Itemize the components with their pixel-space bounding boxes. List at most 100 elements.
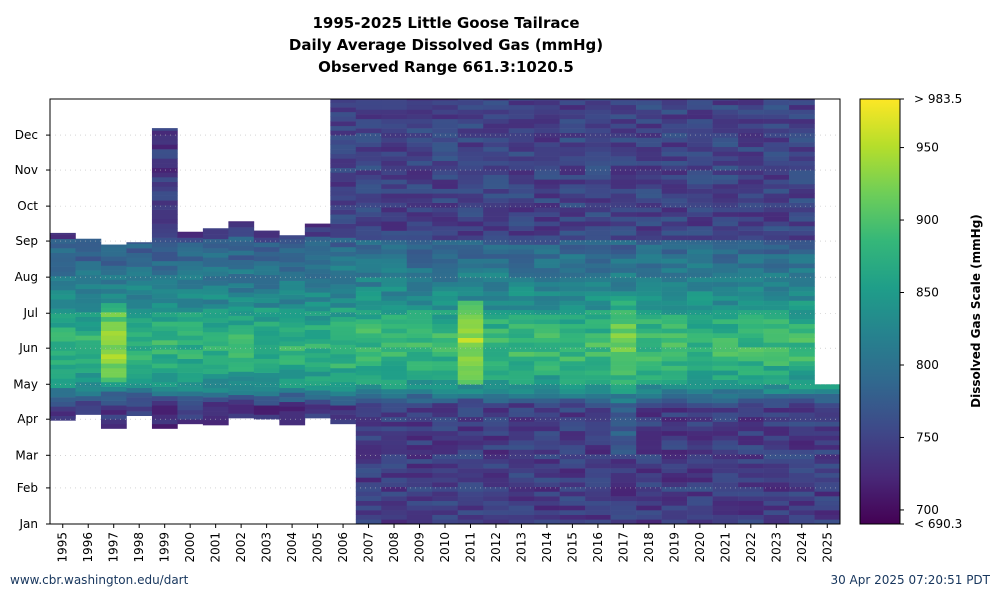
heatmap-cell bbox=[457, 374, 484, 380]
heatmap-cell bbox=[585, 300, 611, 306]
heatmap-cell bbox=[151, 186, 178, 192]
heatmap-cell bbox=[559, 519, 586, 525]
heatmap-cell bbox=[738, 197, 764, 203]
heatmap-cell bbox=[636, 249, 662, 255]
heatmap-cell bbox=[534, 444, 560, 450]
heatmap-cell bbox=[355, 314, 382, 320]
heatmap-cell bbox=[661, 221, 688, 227]
heatmap-cell bbox=[381, 230, 408, 236]
y-tick-label: Dec bbox=[15, 128, 38, 142]
x-tick-label: 2012 bbox=[489, 532, 503, 563]
heatmap-cell bbox=[50, 238, 76, 244]
heatmap-cell bbox=[738, 430, 764, 436]
heatmap-cell bbox=[610, 402, 637, 408]
heatmap-cell bbox=[483, 170, 510, 175]
heatmap-column-2005 bbox=[304, 223, 331, 419]
heatmap-cell bbox=[483, 197, 510, 203]
heatmap-cell bbox=[687, 393, 713, 399]
heatmap-column-2008 bbox=[381, 99, 408, 525]
heatmap-cell bbox=[75, 284, 102, 290]
heatmap-column-2007 bbox=[355, 99, 382, 525]
heatmap-cell bbox=[687, 486, 713, 492]
heatmap-cell bbox=[330, 111, 357, 117]
heatmap-cell bbox=[738, 300, 764, 306]
heatmap-cell bbox=[50, 373, 76, 379]
heatmap-cell bbox=[712, 342, 739, 348]
heatmap-cell bbox=[636, 225, 662, 231]
heatmap-cell bbox=[75, 321, 102, 327]
heatmap-cell bbox=[508, 402, 535, 408]
heatmap-cell bbox=[126, 411, 153, 417]
heatmap-cell bbox=[585, 412, 611, 418]
heatmap-cell bbox=[355, 402, 382, 408]
heatmap-cell bbox=[483, 300, 510, 306]
heatmap-cell bbox=[457, 263, 484, 269]
heatmap-cell bbox=[585, 230, 611, 236]
heatmap-cell bbox=[661, 128, 688, 134]
heatmap-cell bbox=[508, 444, 535, 450]
heatmap-cell bbox=[508, 486, 535, 492]
heatmap-cell bbox=[508, 132, 535, 138]
heatmap-cell bbox=[738, 230, 764, 236]
heatmap-cell bbox=[636, 295, 662, 301]
heatmap-cell bbox=[483, 435, 510, 441]
heatmap-cell bbox=[457, 258, 484, 264]
heatmap-cell bbox=[406, 146, 433, 152]
heatmap-cell bbox=[687, 207, 713, 213]
heatmap-cell bbox=[406, 486, 433, 492]
heatmap-cell bbox=[432, 412, 459, 418]
heatmap-cell bbox=[636, 398, 662, 404]
heatmap-cell bbox=[330, 302, 357, 308]
heatmap-cell bbox=[432, 519, 459, 525]
heatmap-cell bbox=[534, 333, 560, 338]
heatmap-cell bbox=[738, 319, 764, 325]
heatmap-cell bbox=[406, 444, 433, 450]
heatmap-cell bbox=[202, 369, 229, 375]
heatmap-column-2019 bbox=[661, 99, 688, 525]
heatmap-cell bbox=[483, 393, 510, 399]
heatmap-cell bbox=[559, 221, 586, 227]
heatmap-cell bbox=[202, 248, 229, 253]
heatmap-cell bbox=[432, 491, 459, 497]
footer-source-link[interactable]: www.cbr.washington.edu/dart bbox=[10, 573, 189, 587]
heatmap-cell bbox=[330, 400, 357, 406]
heatmap-cell bbox=[330, 349, 357, 355]
heatmap-cell bbox=[177, 293, 204, 299]
heatmap-cell bbox=[610, 491, 637, 497]
heatmap-cell bbox=[406, 174, 433, 180]
heatmap-cell bbox=[100, 307, 127, 313]
heatmap-cell bbox=[228, 352, 255, 358]
heatmap-cell bbox=[763, 463, 790, 469]
heatmap-cell bbox=[381, 323, 408, 329]
heatmap-cell bbox=[508, 244, 535, 250]
heatmap-cell bbox=[202, 262, 229, 267]
heatmap-cell bbox=[355, 244, 382, 250]
heatmap-cell bbox=[202, 303, 229, 309]
heatmap-cell bbox=[610, 430, 637, 436]
heatmap-cell bbox=[508, 188, 535, 194]
x-tick-label: 2021 bbox=[718, 532, 732, 563]
heatmap-cell bbox=[432, 360, 459, 366]
heatmap-cell bbox=[661, 519, 688, 525]
heatmap-cell bbox=[126, 383, 153, 389]
heatmap-cell bbox=[330, 121, 357, 127]
heatmap-cell bbox=[126, 242, 153, 244]
heatmap-cell bbox=[687, 291, 713, 297]
heatmap-cell bbox=[738, 253, 764, 259]
heatmap-cell bbox=[432, 407, 459, 413]
heatmap-cell bbox=[381, 281, 408, 287]
heatmap-cell bbox=[508, 333, 535, 338]
heatmap-cell bbox=[738, 370, 764, 376]
heatmap-cell bbox=[381, 440, 408, 446]
heatmap-cell bbox=[483, 179, 510, 185]
heatmap-cell bbox=[534, 482, 560, 488]
heatmap-cell bbox=[610, 463, 637, 469]
heatmap-column-2021 bbox=[712, 99, 739, 525]
heatmap-cell bbox=[508, 277, 535, 283]
heatmap-cell bbox=[126, 313, 153, 319]
heatmap-cell bbox=[687, 225, 713, 231]
x-tick-label: 2010 bbox=[438, 532, 452, 563]
heatmap-cell bbox=[483, 128, 510, 134]
heatmap-cell bbox=[457, 109, 484, 115]
heatmap-cell bbox=[381, 128, 408, 134]
